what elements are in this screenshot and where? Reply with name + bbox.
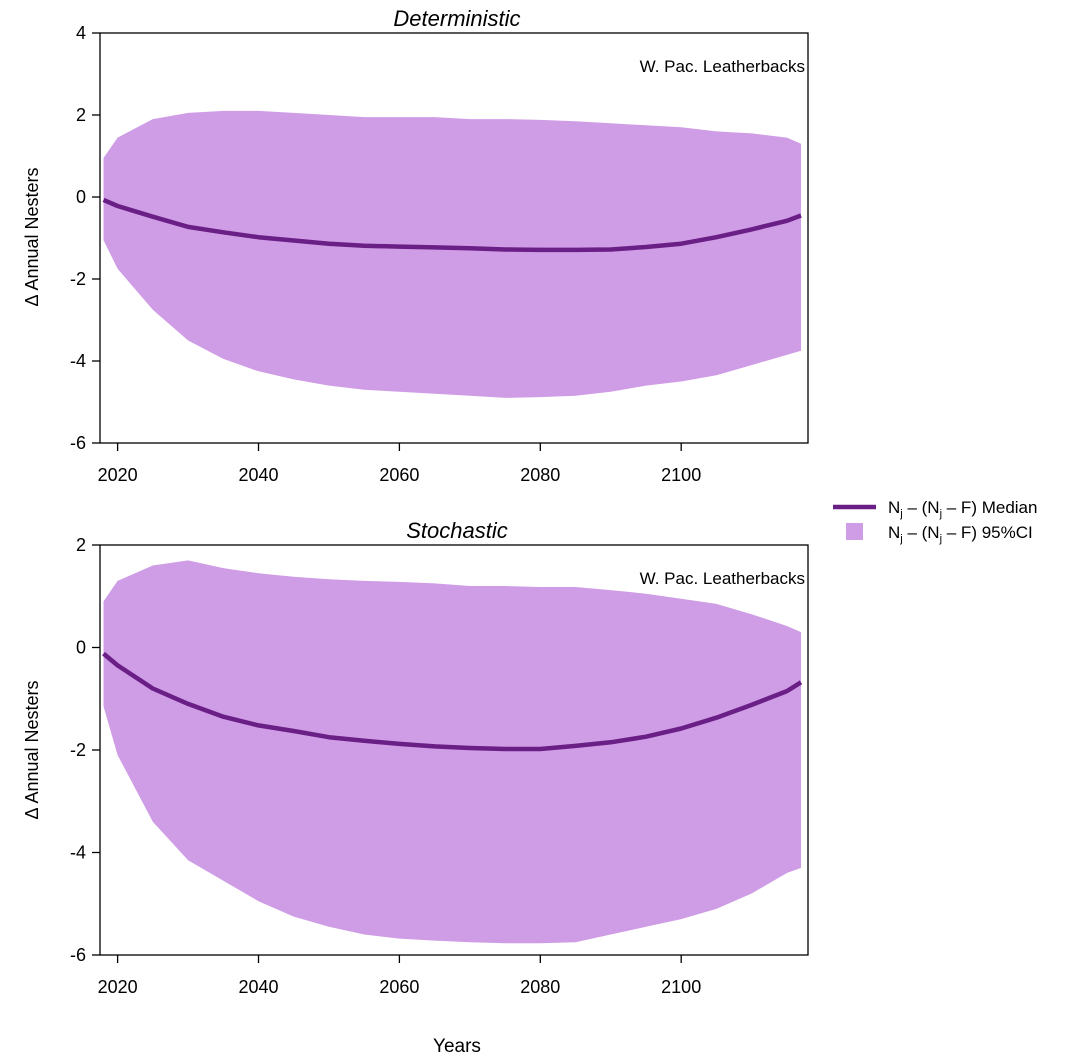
x-tick-label: 2080 (520, 465, 560, 485)
x-tick-label: 2060 (379, 977, 419, 997)
axes: 2 0 -2 -4 -6 2020 2040 2060 2080 2100 (70, 535, 809, 997)
y-axis-label: Δ Annual Nesters (22, 680, 42, 819)
stochastic-panel: Stochastic W. Pac. Leatherbacks Δ Annual… (22, 518, 809, 997)
y-tick-label: -6 (70, 433, 86, 453)
ci-band (103, 110, 801, 398)
y-tick-label: 0 (76, 187, 86, 207)
plot-frame (99, 32, 809, 444)
species-annotation: W. Pac. Leatherbacks (640, 57, 805, 76)
x-tick-label: 2040 (238, 977, 278, 997)
panel-title-deterministic: Deterministic (393, 6, 520, 31)
median-line (102, 197, 802, 253)
plot-area (102, 560, 803, 944)
x-tick-label: 2020 (98, 977, 138, 997)
panel-title-stochastic: Stochastic (406, 518, 508, 543)
x-tick-label: 2020 (98, 465, 138, 485)
legend: Nj – (Nj – F) Median Nj – (Nj – F) 95%CI (833, 498, 1037, 545)
species-annotation: W. Pac. Leatherbacks (640, 569, 805, 588)
y-tick-label: -6 (70, 945, 86, 965)
ci-band (103, 560, 801, 944)
x-tick-label: 2100 (661, 465, 701, 485)
legend-entry-median: Nj – (Nj – F) Median (888, 498, 1037, 520)
median-line (102, 651, 803, 752)
y-tick-label: 0 (76, 638, 86, 658)
plot-area (102, 110, 802, 398)
legend-patch-swatch (846, 523, 863, 540)
y-tick-label: -4 (70, 843, 86, 863)
x-tick-label: 2080 (520, 977, 560, 997)
axes: 4 2 0 -2 -4 -6 2020 2040 2060 2080 2100 (70, 23, 809, 485)
y-tick-label: 4 (76, 23, 86, 43)
x-axis-label: Years (433, 1036, 481, 1057)
y-tick-label: 2 (76, 105, 86, 125)
x-tick-label: 2060 (379, 465, 419, 485)
legend-entry-ci: Nj – (Nj – F) 95%CI (888, 523, 1033, 545)
x-tick-label: 2100 (661, 977, 701, 997)
y-tick-label: -2 (70, 269, 86, 289)
y-axis-label: Δ Annual Nesters (22, 167, 42, 306)
deterministic-panel: Deterministic W. Pac. Leatherbacks Δ Ann… (22, 6, 809, 485)
y-tick-label: -4 (70, 351, 86, 371)
y-tick-label: -2 (70, 740, 86, 760)
y-tick-label: 2 (76, 535, 86, 555)
x-tick-label: 2040 (238, 465, 278, 485)
